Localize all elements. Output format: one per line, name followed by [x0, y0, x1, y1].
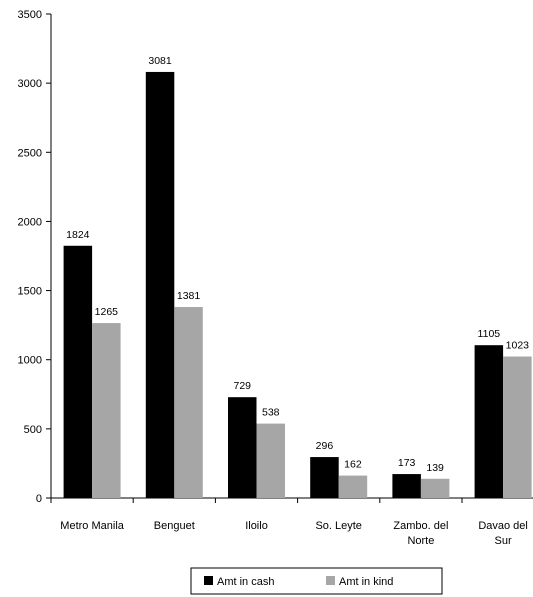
y-tick-label: 500: [24, 424, 42, 436]
bar: [310, 457, 339, 498]
data-label: 1105: [478, 328, 501, 340]
legend-swatch: [204, 576, 213, 585]
data-label: 1824: [66, 229, 90, 241]
y-tick-label: 3500: [18, 9, 42, 21]
y-tick-label: 0: [36, 493, 42, 505]
bar: [92, 323, 121, 498]
data-labels: 1824 1265 3081 1381 729 538 296 162 173 139 1105 10…: [66, 55, 529, 474]
bar: [503, 356, 532, 498]
bar: [145, 71, 175, 498]
bar: [338, 475, 368, 498]
y-tick-label: 3000: [18, 78, 42, 90]
data-label: 1381: [177, 290, 201, 302]
bar: [174, 307, 203, 498]
category-label: Benguet: [154, 520, 195, 532]
data-label: 538: [262, 407, 280, 419]
data-label: 3081: [148, 55, 172, 67]
bar: [228, 397, 257, 498]
legend: Amt in cash Amt in kind: [190, 567, 443, 595]
bar: [420, 478, 450, 498]
bars: [63, 71, 532, 498]
data-label: 139: [426, 462, 444, 474]
bar: [63, 245, 93, 498]
x-axis: [50, 497, 533, 503]
data-label: 1265: [95, 306, 119, 318]
y-tick-label: 2000: [18, 216, 42, 228]
category-label: So. Leyte: [315, 520, 361, 532]
data-label: 296: [316, 440, 334, 452]
data-label: 1023: [506, 340, 530, 352]
bar: [474, 345, 504, 498]
category-label: Davao del Sur: [478, 520, 528, 547]
y-tick-label: 1000: [18, 355, 42, 367]
data-label: 162: [344, 459, 362, 471]
legend-box: [190, 567, 443, 595]
y-tick-label: 1500: [18, 286, 42, 298]
bar: [256, 423, 285, 498]
category-label: Zambo. del Norte: [393, 520, 448, 547]
category-label: Iloilo: [245, 520, 268, 532]
legend-label: Amt in cash: [217, 576, 274, 588]
bar: [392, 474, 421, 498]
y-axis: 0 500 1000 1500 2000 2500 3000 3500: [18, 9, 52, 505]
y-tick-label: 2500: [18, 147, 42, 159]
category-labels: Metro Manila Benguet Iloilo So. Leyte Zambo.…: [60, 520, 528, 547]
data-label: 729: [233, 380, 251, 392]
category-label: Metro Manila: [60, 520, 124, 532]
legend-label: Amt in kind: [339, 576, 393, 588]
data-label: 173: [398, 457, 416, 469]
legend-swatch: [326, 576, 335, 585]
